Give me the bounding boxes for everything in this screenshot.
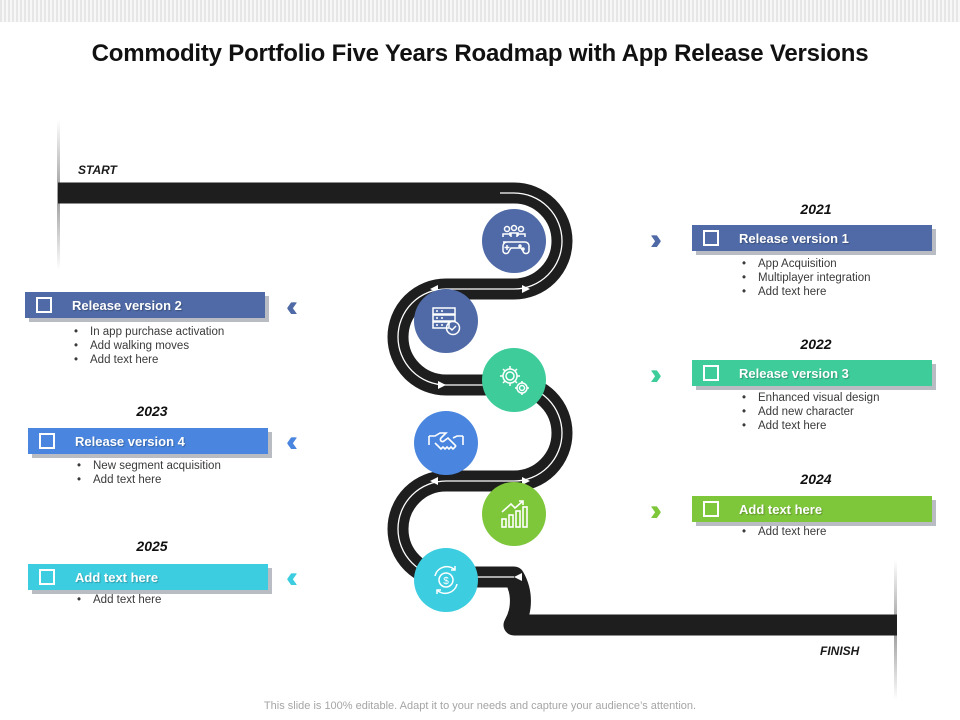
- release-version-1-bullets: App Acquisition Multiplayer integration …: [739, 257, 871, 299]
- checkbox-square-icon: [703, 230, 719, 246]
- banner-title: Add text here: [75, 570, 159, 585]
- bullet-item: In app purchase activation: [71, 325, 224, 339]
- year-2024: 2024: [800, 471, 832, 487]
- year-2021: 2021: [800, 201, 832, 217]
- release-version-4-banner: Release version 4: [28, 428, 268, 454]
- chevron-left-icon: ‹‹: [286, 425, 298, 458]
- milestone-3-circle: [482, 348, 546, 412]
- start-label: START: [78, 163, 117, 177]
- bullet-item: Multiplayer integration: [739, 271, 871, 285]
- bullet-item: App Acquisition: [739, 257, 871, 271]
- milestone-6-circle: $: [414, 548, 478, 612]
- checkbox-square-icon: [39, 569, 55, 585]
- page-title: Commodity Portfolio Five Years Roadmap w…: [91, 40, 869, 67]
- milestone-6-banner: Add text here: [28, 564, 268, 590]
- banner-title: Release version 3: [739, 366, 849, 381]
- year-2022: 2022: [800, 336, 832, 352]
- milestone-4-circle: [414, 411, 478, 475]
- bullet-item: Add text here: [74, 473, 221, 487]
- footer-note: This slide is 100% editable. Adapt it to…: [263, 700, 697, 712]
- release-version-2-banner: Release version 2: [25, 292, 265, 318]
- checkbox-square-icon: [39, 433, 55, 449]
- bullet-item: Add text here: [74, 593, 161, 607]
- chevron-right-icon: ››: [650, 494, 662, 527]
- gears-icon: [500, 366, 529, 395]
- milestone-1-circle: [482, 209, 546, 273]
- milestone-5-banner: Add text here: [692, 496, 932, 522]
- bullet-item: Add text here: [739, 285, 871, 299]
- bullet-item: Add text here: [71, 353, 224, 367]
- milestone-6-bullets: Add text here: [74, 593, 161, 607]
- finish-label: FINISH: [820, 644, 860, 658]
- checkbox-square-icon: [36, 297, 52, 313]
- bullet-item: Add walking moves: [71, 339, 224, 353]
- release-version-3-banner: Release version 3: [692, 360, 932, 386]
- checkbox-square-icon: [703, 501, 719, 517]
- bullet-item: Add new character: [739, 405, 879, 419]
- bullet-item: Enhanced visual design: [739, 391, 879, 405]
- milestone-5-bullets: Add text here: [739, 525, 826, 539]
- banner-title: Add text here: [739, 502, 823, 517]
- handshake-icon: [428, 432, 464, 451]
- milestone-2-circle: [414, 289, 478, 353]
- milestone-5-circle: [482, 482, 546, 546]
- release-version-1-banner: Release version 1: [692, 225, 932, 251]
- chevron-right-icon: ››: [650, 358, 662, 391]
- chevron-right-icon: ››: [650, 223, 662, 256]
- svg-text:$: $: [443, 576, 449, 587]
- top-decorative-strip: [0, 0, 960, 22]
- banner-title: Release version 4: [75, 434, 185, 449]
- release-version-3-bullets: Enhanced visual design Add new character…: [739, 391, 879, 433]
- dollar-cycle-icon: $: [434, 565, 458, 595]
- chevron-left-icon: ‹‹: [286, 561, 298, 594]
- release-version-2-bullets: In app purchase activation Add walking m…: [71, 325, 224, 367]
- growth-chart-icon: [501, 500, 528, 528]
- banner-title: Release version 2: [72, 298, 182, 313]
- checkbox-square-icon: [703, 365, 719, 381]
- gamepad-team-icon: [502, 224, 530, 255]
- road-center-line: [397, 192, 563, 578]
- year-2023: 2023: [136, 403, 168, 419]
- bullet-item: Add text here: [739, 525, 826, 539]
- server-check-icon: [432, 307, 461, 336]
- chevron-left-icon: ‹‹: [286, 290, 298, 323]
- year-2025: 2025: [136, 538, 168, 554]
- bullet-item: Add text here: [739, 419, 879, 433]
- banner-title: Release version 1: [739, 231, 849, 246]
- release-version-4-bullets: New segment acquisition Add text here: [74, 459, 221, 487]
- bullet-item: New segment acquisition: [74, 459, 221, 473]
